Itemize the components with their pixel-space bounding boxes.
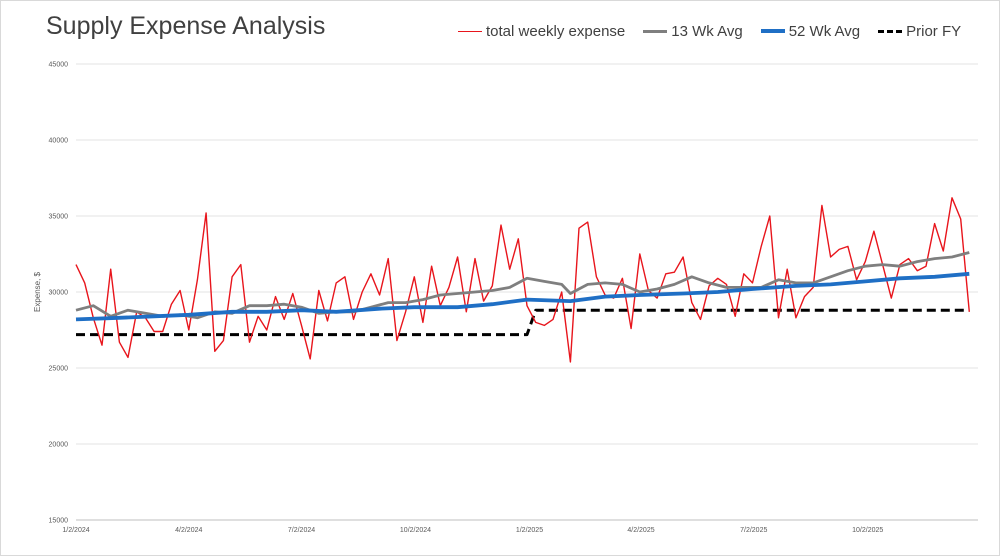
x-tick-label: 7/2/2025 [740,527,767,534]
gridlines [76,63,978,521]
x-tick-label: 1/2/2024 [62,527,89,534]
legend-label-13-wk-avg: 13 Wk Avg [671,22,743,40]
series-line-prior-fy [76,308,970,337]
legend-item-total-weekly-expense: total weekly expense [458,23,625,40]
series-line-total-weekly-expense [75,197,970,363]
series-line-52-wk-avg [75,271,970,322]
legend-label-prior-fy: Prior FY [906,22,962,40]
y-tick-label: 35000 [49,214,69,221]
chart-title: Supply Expense Analysis [46,12,326,40]
legend-swatch-total-weekly-expense [458,30,482,32]
y-tick-label: 20000 [49,442,69,449]
y-tick-label: 30000 [49,290,69,297]
legend-swatch-13-wk-avg [643,29,668,33]
chart-legend: total weekly expense 13 Wk Avg 52 Wk Avg… [458,21,979,41]
x-tick-label: 10/2/2024 [400,527,431,534]
legend-swatch-prior-fy [878,29,903,33]
legend-label-52-wk-avg: 52 Wk Avg [788,22,861,40]
y-axis-title: Expense, $ [33,271,42,312]
y-tick-label: 40000 [49,138,69,145]
x-tick-label: 10/2/2025 [852,527,883,534]
y-tick-label: 15000 [49,518,69,525]
y-tick-label: 25000 [49,366,69,373]
legend-item-prior-fy: Prior FY [878,23,961,40]
y-tick-label: 45000 [49,62,69,69]
y-axis-tick-labels: 15000 20000 25000 30000 35000 40000 45000 [49,62,69,525]
series-lines [75,197,970,363]
x-tick-label: 7/2/2024 [288,527,315,534]
x-tick-label: 4/2/2025 [627,527,654,534]
legend-swatch-52-wk-avg [760,29,785,33]
legend-item-52-wk-avg: 52 Wk Avg [760,22,861,40]
legend-item-13-wk-avg: 13 Wk Avg [643,22,743,40]
legend-label-total-weekly-expense: total weekly expense [486,22,626,40]
x-axis-tick-labels: 1/2/2024 4/2/2024 7/2/2024 10/2/2024 1/2/202… [62,527,883,534]
x-tick-label: 1/2/2025 [516,527,543,534]
x-tick-label: 4/2/2024 [175,527,202,534]
